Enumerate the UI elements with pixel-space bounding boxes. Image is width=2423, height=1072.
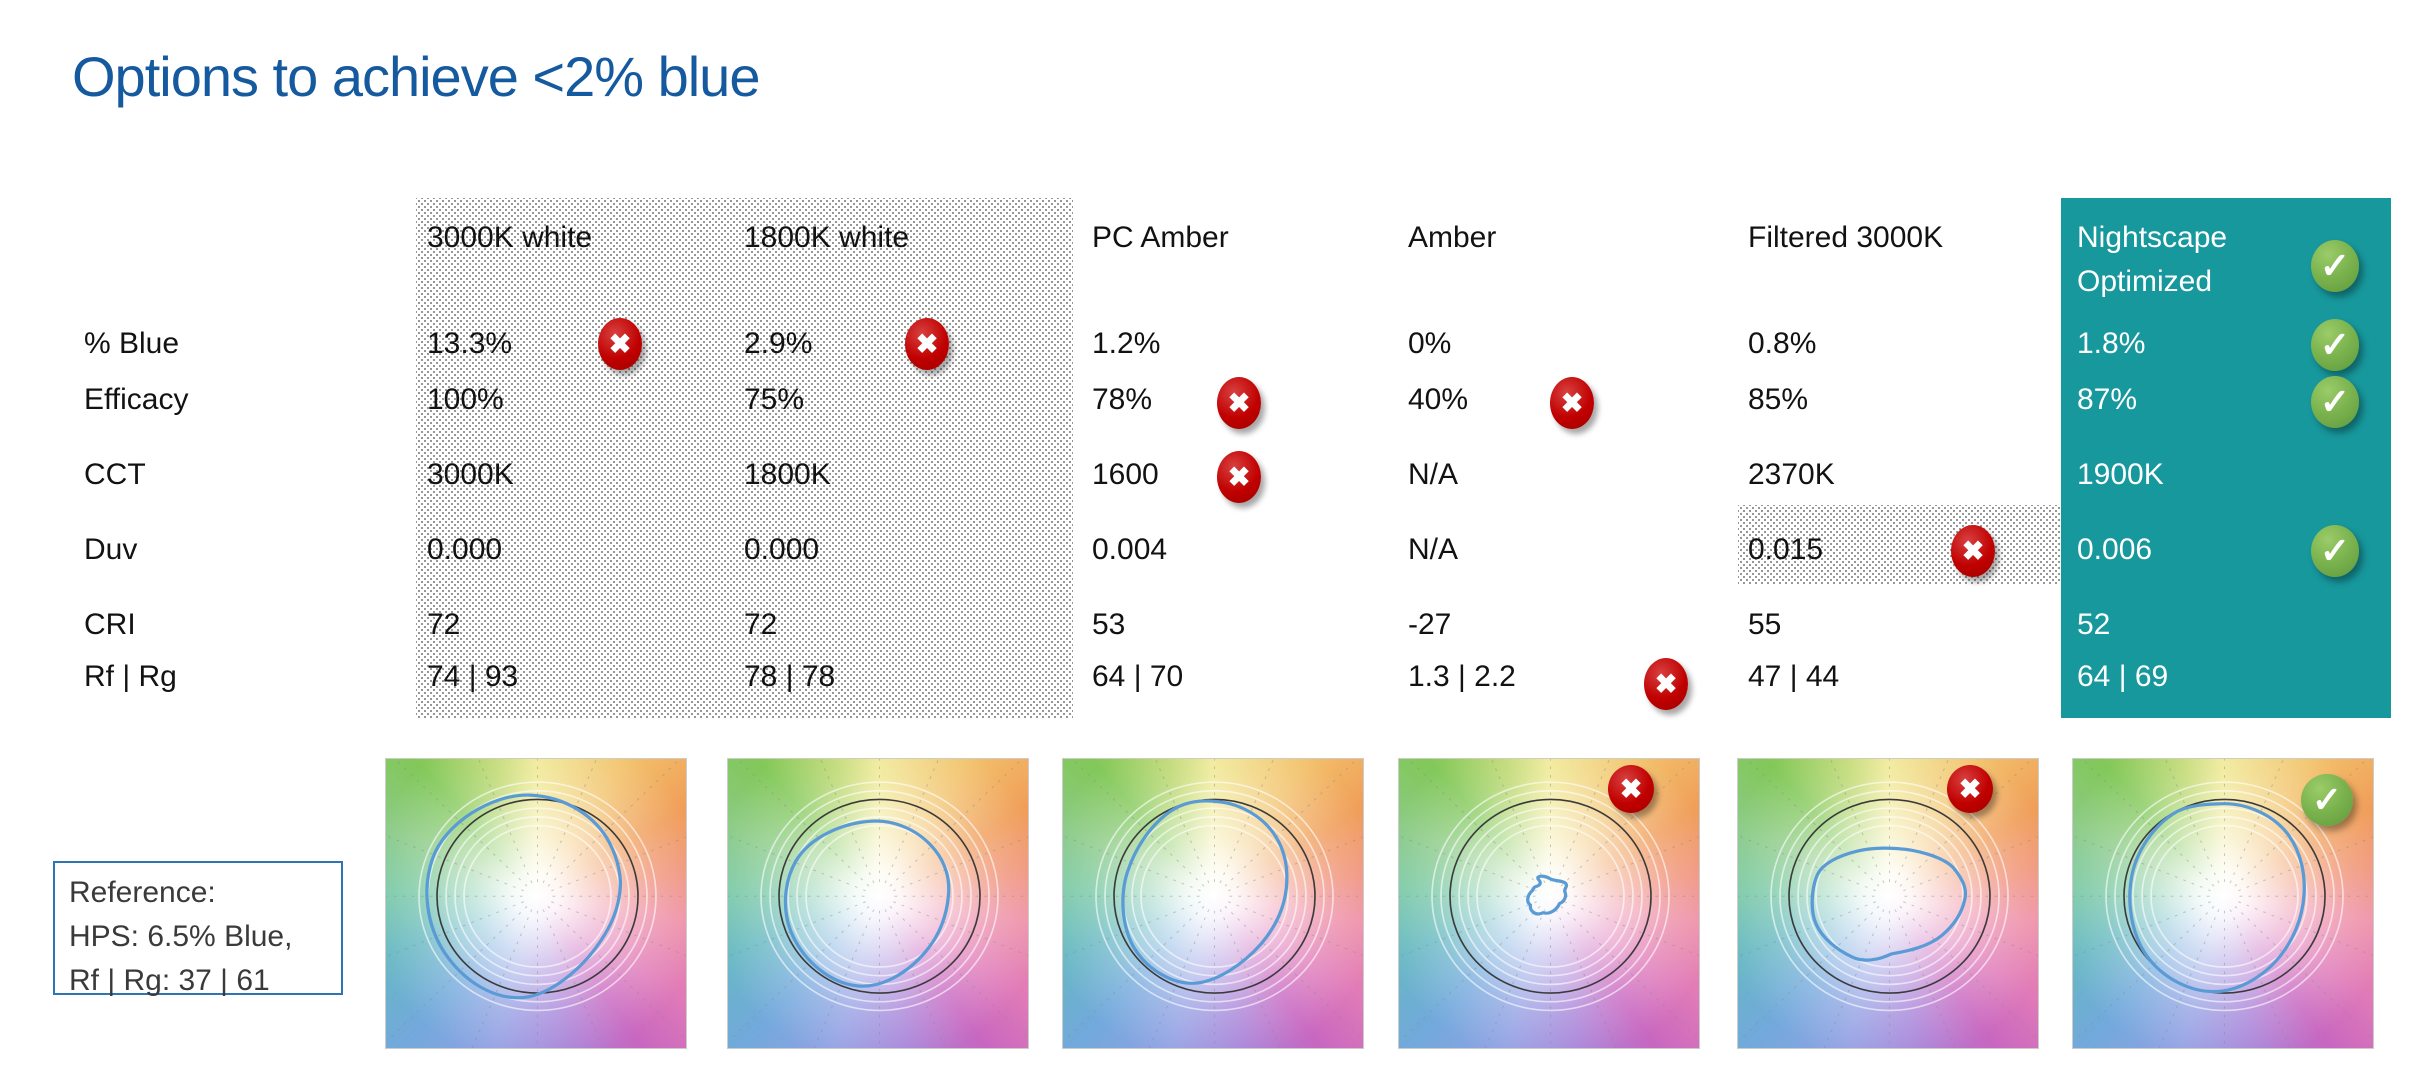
pass-badge: ✓	[2311, 525, 2359, 577]
table-cell: 0%	[1408, 326, 1452, 360]
fail-badge: ✖	[1217, 377, 1261, 429]
column-header: 3000K white	[427, 220, 593, 254]
table-cell: 75%	[744, 382, 805, 416]
fail-badge: ✖	[1608, 765, 1654, 813]
table-cell: 53	[1092, 607, 1126, 641]
fail-badge: ✖	[598, 318, 642, 370]
reference-circle	[1113, 798, 1316, 994]
table-cell: N/A	[1408, 457, 1459, 491]
gamut-chart-filtered-3000k	[1737, 758, 2039, 1049]
pass-badge: ✓	[2311, 240, 2359, 292]
table-cell: 64 | 69	[2077, 659, 2169, 693]
table-cell: 74 | 93	[427, 659, 519, 693]
table-cell: 1600	[1092, 457, 1159, 491]
table-cell: 72	[427, 607, 461, 641]
table-cell: 1.3 | 2.2	[1408, 659, 1516, 693]
table-cell: 0.8%	[1748, 326, 1817, 360]
table-cell: 87%	[2077, 382, 2138, 416]
fail-badge: ✖	[1947, 765, 1993, 813]
white-columns-highlight-box	[416, 198, 1073, 718]
reference-circle	[2123, 798, 2326, 994]
row-label--blue: % Blue	[84, 326, 180, 360]
row-label-efficacy: Efficacy	[84, 382, 189, 416]
reference-circle	[1788, 798, 1991, 994]
table-cell: 0.015	[1748, 532, 1824, 566]
reference-circle	[778, 798, 981, 994]
pass-badge: ✓	[2311, 376, 2359, 428]
gamut-outline	[1526, 874, 1569, 916]
column-header: Filtered 3000K	[1748, 220, 1944, 254]
table-cell: 40%	[1408, 382, 1469, 416]
duv-highlight-cell	[1738, 505, 2061, 585]
table-cell: 85%	[1748, 382, 1809, 416]
gamut-chart-pc-amber	[1062, 758, 1364, 1049]
column-header: Amber	[1408, 220, 1497, 254]
table-cell: 3000K	[427, 457, 514, 491]
page-title: Options to achieve <2% blue	[72, 44, 760, 108]
row-label-duv: Duv	[84, 532, 138, 566]
reference-line-3: Rf | Rg: 37 | 61	[69, 964, 270, 997]
gamut-outline	[425, 793, 622, 1000]
table-cell: 13.3%	[427, 326, 513, 360]
table-cell: 64 | 70	[1092, 659, 1184, 693]
column-header-line: Nightscape	[2077, 220, 2228, 254]
table-cell: 0.000	[744, 532, 820, 566]
pass-badge: ✓	[2301, 774, 2353, 826]
table-cell: 72	[744, 607, 778, 641]
table-cell: 1800K	[744, 457, 831, 491]
fail-badge: ✖	[1644, 658, 1688, 710]
table-cell: -27	[1408, 607, 1452, 641]
column-header-line: Optimized	[2077, 264, 2213, 298]
row-label-rf-rg: Rf | Rg	[84, 659, 177, 693]
table-cell: 1.8%	[2077, 326, 2146, 360]
gamut-outline	[783, 819, 951, 988]
pass-badge: ✓	[2311, 319, 2359, 371]
gamut-outline	[1810, 846, 1968, 962]
table-cell: 1900K	[2077, 457, 2164, 491]
column-header: PC Amber	[1092, 220, 1229, 254]
reference-line-2: HPS: 6.5% Blue,	[69, 920, 293, 953]
table-cell: 0.004	[1092, 532, 1168, 566]
reference-box: Reference: HPS: 6.5% Blue, Rf | Rg: 37 |…	[53, 861, 343, 997]
table-cell: 2370K	[1748, 457, 1835, 491]
fail-badge: ✖	[1550, 377, 1594, 429]
table-cell: 1.2%	[1092, 326, 1161, 360]
gamut-outline	[2128, 802, 2306, 994]
table-cell: 100%	[427, 382, 504, 416]
fail-badge: ✖	[905, 318, 949, 370]
table-cell: 2.9%	[744, 326, 813, 360]
column-header: 1800K white	[744, 220, 910, 254]
table-cell: 0.006	[2077, 532, 2153, 566]
table-cell: N/A	[1408, 532, 1459, 566]
fail-badge: ✖	[1951, 525, 1995, 577]
gamut-outline	[1121, 799, 1289, 985]
gamut-chart-amber	[1398, 758, 1700, 1049]
table-cell: 78%	[1092, 382, 1153, 416]
table-cell: 52	[2077, 607, 2111, 641]
table-cell: 0.000	[427, 532, 503, 566]
row-label-cri: CRI	[84, 607, 136, 641]
reference-line-1: Reference:	[69, 876, 216, 909]
row-label-cct: CCT	[84, 457, 146, 491]
fail-badge: ✖	[1217, 451, 1261, 503]
table-cell: 78 | 78	[744, 659, 836, 693]
table-cell: 47 | 44	[1748, 659, 1840, 693]
gamut-chart-1800k-white	[727, 758, 1029, 1049]
gamut-chart-3000k-white	[385, 758, 687, 1049]
table-cell: 55	[1748, 607, 1782, 641]
reference-circle	[1449, 798, 1652, 994]
